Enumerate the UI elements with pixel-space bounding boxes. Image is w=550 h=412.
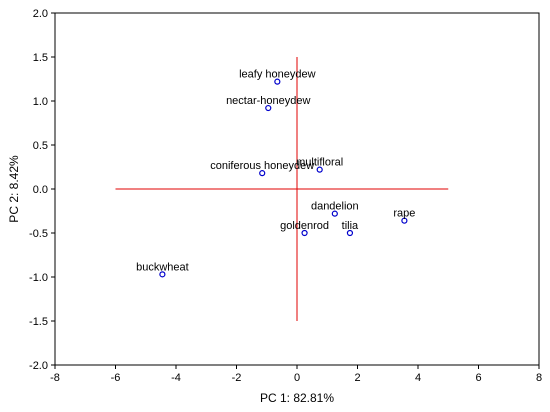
- x-axis-title: PC 1: 82.81%: [260, 391, 334, 405]
- data-point: [301, 229, 308, 237]
- data-point: [401, 217, 408, 224]
- y-tick-label: -1.0: [29, 272, 48, 284]
- reference-lines: [115, 57, 449, 321]
- data-point: [259, 170, 266, 177]
- data-point-label: tilia: [342, 220, 359, 232]
- data-points: leafy honeydew nectar-honeydew coniferous …: [136, 69, 415, 278]
- data-point-label: nectar-honeydew: [226, 95, 310, 107]
- y-tick-label: -1.5: [29, 316, 48, 328]
- x-tick-label: 8: [536, 372, 542, 384]
- data-point: [265, 104, 272, 112]
- data-point-label: leafy honeydew: [239, 69, 315, 81]
- y-tick-label: 0.5: [33, 140, 48, 152]
- data-point: [331, 210, 338, 217]
- data-point: [316, 166, 323, 173]
- y-tick-label: 1.0: [33, 96, 48, 108]
- y-tick-label: -2.0: [29, 360, 48, 372]
- data-point: [274, 78, 281, 85]
- data-point-label: goldenrod: [280, 220, 329, 232]
- data-point: [159, 271, 166, 278]
- y-tick-label: 2.0: [33, 8, 48, 20]
- data-point-label: coniferous honeydew: [210, 160, 314, 172]
- data-point-label: multifloral: [296, 157, 343, 169]
- x-tick-label: -8: [50, 372, 60, 384]
- y-tick-label: 1.5: [33, 52, 48, 64]
- data-point: [346, 229, 354, 237]
- axis-ticks: -8 -6 -4 -2 0 2 4 6 8 2.0 1.5 1.0 0.5 0.0 -0.5 -1.0 -1.5…: [29, 8, 542, 384]
- x-tick-label: -4: [171, 372, 181, 384]
- data-point-label: dandelion: [311, 201, 359, 213]
- data-point-label: rape: [393, 208, 415, 220]
- x-tick-label: 6: [475, 372, 481, 384]
- x-tick-label: -2: [232, 372, 242, 384]
- x-tick-label: 4: [415, 372, 421, 384]
- x-tick-label: 0: [294, 372, 300, 384]
- y-tick-label: 0.0: [33, 184, 48, 196]
- x-tick-label: -6: [111, 372, 121, 384]
- data-point-label: buckwheat: [136, 261, 189, 273]
- y-tick-label: -0.5: [29, 228, 48, 240]
- y-axis-title: PC 2: 8.42%: [7, 155, 21, 223]
- x-tick-label: 2: [354, 372, 360, 384]
